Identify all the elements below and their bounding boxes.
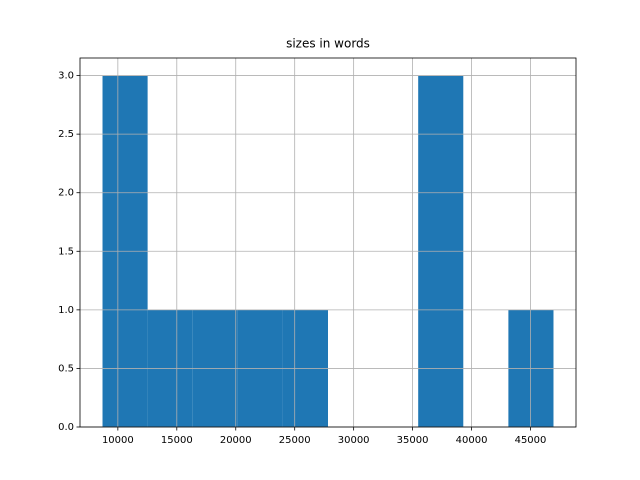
plot-frame [79,57,577,428]
x-tick-label: 40000 [456,435,488,446]
x-tick-label: 35000 [397,435,429,446]
x-tick-label: 10000 [102,435,134,446]
x-tick-label: 30000 [338,435,370,446]
y-tick-label: 0.5 [58,363,74,374]
x-tick-label: 20000 [220,435,252,446]
chart-title: sizes in words [286,37,370,51]
y-tick-label: 0.0 [58,422,74,433]
y-tick-label: 3.0 [58,71,74,82]
y-tick-label: 2.5 [58,129,74,140]
y-tick-label: 1.0 [58,305,74,316]
x-tick-label: 25000 [279,435,311,446]
x-tick-label: 45000 [515,435,547,446]
x-tick-label: 15000 [161,435,193,446]
y-tick-label: 1.5 [58,246,74,257]
y-tick-label: 2.0 [58,188,74,199]
